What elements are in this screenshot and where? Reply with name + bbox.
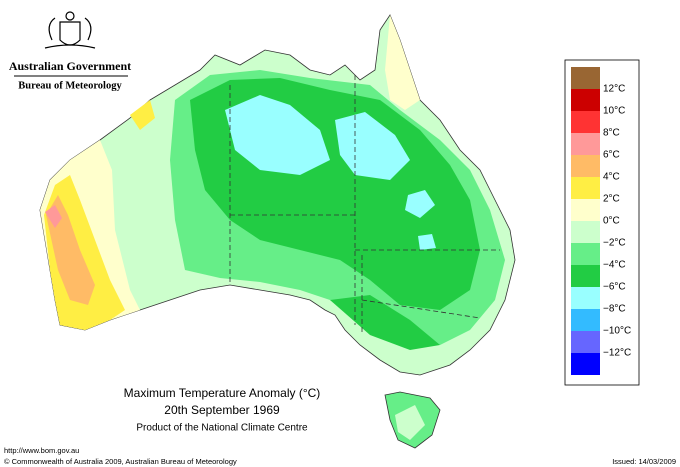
legend-swatch — [571, 199, 600, 221]
legend-swatch — [571, 243, 600, 265]
legend-swatch — [571, 155, 600, 177]
legend-label: −2°C — [603, 238, 626, 249]
tasmania-zone — [395, 405, 425, 440]
legend-label: −12°C — [603, 348, 631, 359]
legend-swatch — [571, 353, 600, 375]
legend-label: 4°C — [603, 172, 620, 183]
zone-m6 — [225, 95, 330, 175]
zone-m6c — [405, 190, 435, 218]
legend-label: 12°C — [603, 84, 625, 95]
legend-swatch — [571, 265, 600, 287]
footer-copyright: © Commonwealth of Australia 2009, Austra… — [4, 457, 237, 466]
legend-swatch — [571, 221, 600, 243]
government: Australian Government — [9, 59, 131, 73]
zone-m6d — [418, 234, 436, 250]
legend-label: −4°C — [603, 260, 626, 271]
crest — [44, 11, 96, 49]
legend-swatch — [571, 177, 600, 199]
legend-label: 0°C — [603, 216, 620, 227]
legend-label: −10°C — [603, 326, 631, 337]
zone-2b — [130, 100, 155, 130]
australia-map — [39, 14, 516, 449]
footer-issued: Issued: 14/03/2009 — [612, 457, 676, 466]
legend: 12°C 10°C 8°C 6°C 4°C 2°C 0°C −2°C −4°C −6°C −8°C −… — [571, 67, 631, 375]
zone-0b — [385, 15, 420, 110]
map-date: 20th September 1969 — [164, 403, 280, 417]
legend-label: 6°C — [603, 150, 620, 161]
map-title: Maximum Temperature Anomaly (°C) — [124, 386, 321, 400]
legend-swatch — [571, 331, 600, 353]
zone-m6b — [335, 112, 410, 180]
legend-label: −6°C — [603, 282, 626, 293]
footer-url: http://www.bom.gov.au — [4, 446, 79, 455]
legend-label: 8°C — [603, 128, 620, 139]
legend-swatch — [571, 111, 600, 133]
map-product: Product of the National Climate Centre — [136, 423, 308, 434]
zone-m4b — [330, 295, 440, 350]
legend-swatch — [571, 89, 600, 111]
zone-6 — [45, 205, 62, 228]
legend-swatch — [571, 309, 600, 331]
legend-swatch — [571, 287, 600, 309]
legend-swatch — [571, 67, 600, 89]
legend-label: −8°C — [603, 304, 626, 315]
legend-swatch — [571, 133, 600, 155]
state-borders — [229, 75, 500, 335]
legend-label: 2°C — [603, 194, 620, 205]
bureau: Bureau of Meteorology — [18, 80, 122, 91]
legend-label: 10°C — [603, 106, 625, 117]
